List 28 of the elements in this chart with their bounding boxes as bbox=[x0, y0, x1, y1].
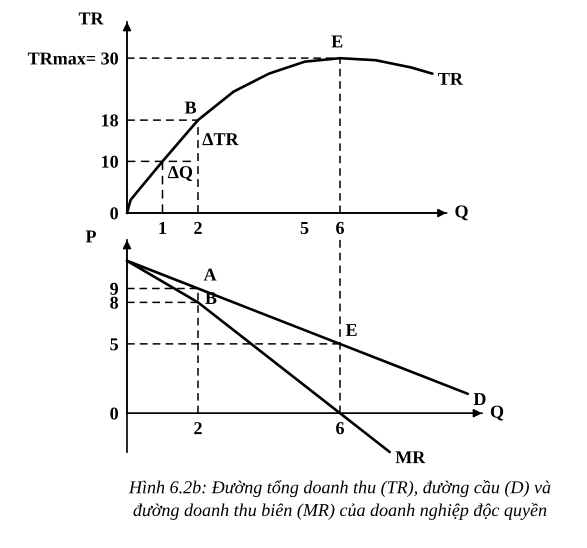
series-label: MR bbox=[396, 451, 426, 464]
y-axis-title: P bbox=[86, 230, 96, 242]
y-tick-label: 0 bbox=[110, 407, 118, 420]
x-tick-label: 5 bbox=[300, 222, 308, 234]
x-tick-label: 2 bbox=[194, 422, 202, 434]
x-tick-label: 6 bbox=[336, 422, 344, 434]
series-label: D bbox=[474, 393, 486, 405]
annotation: E bbox=[332, 36, 342, 48]
y-tick-label: TRmax= 30 bbox=[28, 52, 118, 65]
y-tick-label: 10 bbox=[102, 156, 118, 168]
y-axis-title: TR bbox=[78, 12, 104, 24]
x-tick-label: 1 bbox=[159, 222, 166, 234]
series-label: TR bbox=[438, 72, 464, 85]
x-axis-title: Q bbox=[455, 205, 468, 220]
y-tick-label: 8 bbox=[110, 296, 118, 309]
y-tick-label: 18 bbox=[102, 114, 118, 127]
y-tick-label: 0 bbox=[110, 207, 118, 220]
y-tick-label: 5 bbox=[110, 338, 118, 350]
annotation: ΔTR bbox=[202, 133, 239, 146]
annotation: A bbox=[204, 268, 216, 280]
x-axis-title: Q bbox=[490, 406, 504, 420]
annotation: B bbox=[184, 102, 196, 114]
annotation: ΔQ bbox=[168, 166, 192, 181]
annotation: E bbox=[346, 324, 357, 336]
y-tick-label: 9 bbox=[110, 282, 118, 295]
text: Hình 6.2b: Đường tổng doanh thu (TR), đường cầu (D) và đường doanh thu biên (MR) của doanh nghiệp độc quyền bbox=[128, 480, 550, 520]
x-tick-label: 2 bbox=[194, 222, 202, 234]
x-tick-label: 6 bbox=[336, 222, 344, 234]
